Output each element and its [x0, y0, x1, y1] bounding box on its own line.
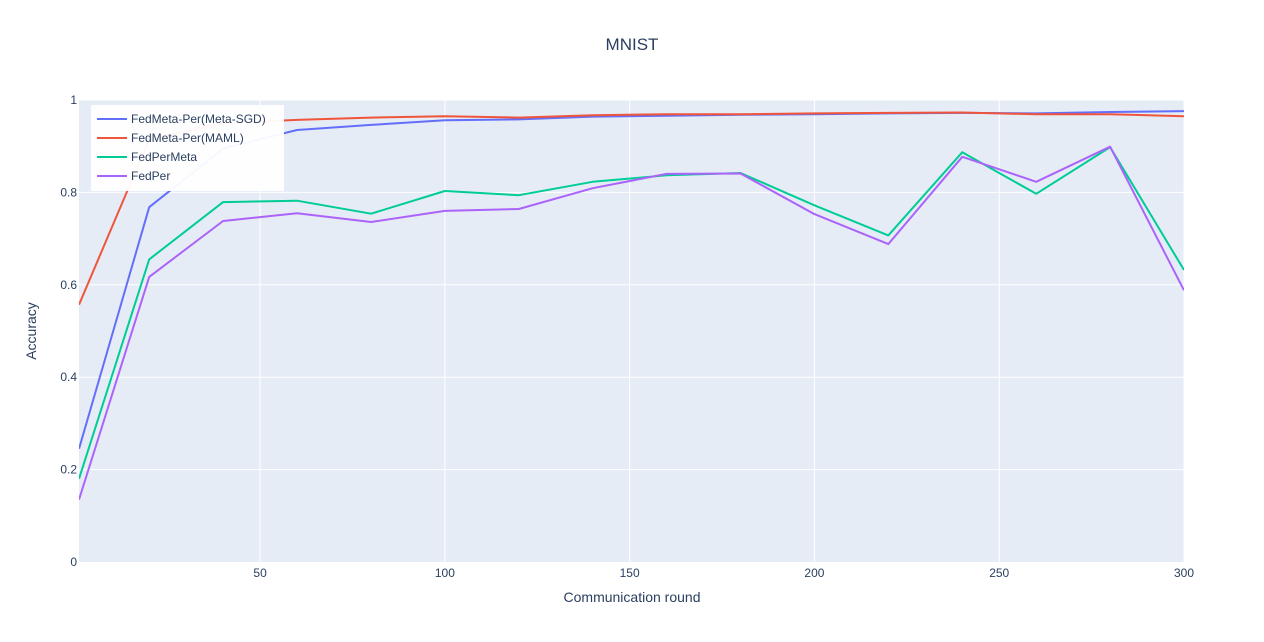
x-tick-label: 300: [1174, 566, 1194, 580]
legend-label-2: FedMeta-Per(MAML): [131, 131, 244, 145]
x-tick-label: 200: [804, 566, 824, 580]
y-axis-title: Accuracy: [23, 302, 39, 360]
x-tick-label: 150: [620, 566, 640, 580]
x-axis-title: Communication round: [564, 589, 701, 605]
y-tick-label: 0: [70, 555, 77, 569]
x-tick-label: 50: [253, 566, 267, 580]
y-tick-label: 0.8: [60, 185, 77, 199]
y-tick-label: 1: [70, 93, 77, 107]
series-line-4: [79, 145, 1184, 500]
y-tick-label: 0.2: [60, 463, 77, 477]
y-tick-label: 0.6: [60, 278, 77, 292]
legend-label-4: FedPer: [131, 169, 170, 183]
legend-label-3: FedPerMeta: [131, 150, 197, 164]
chart-title: MNIST: [606, 35, 659, 54]
legend: FedMeta-Per(Meta-SGD) FedMeta-Per(MAML) Fe…: [91, 105, 284, 191]
x-tick-label: 250: [989, 566, 1009, 580]
series-line-3: [79, 146, 1184, 480]
y-tick-label: 0.4: [60, 370, 77, 384]
x-tick-label: 100: [435, 566, 455, 580]
legend-label-1: FedMeta-Per(Meta-SGD): [131, 112, 266, 126]
